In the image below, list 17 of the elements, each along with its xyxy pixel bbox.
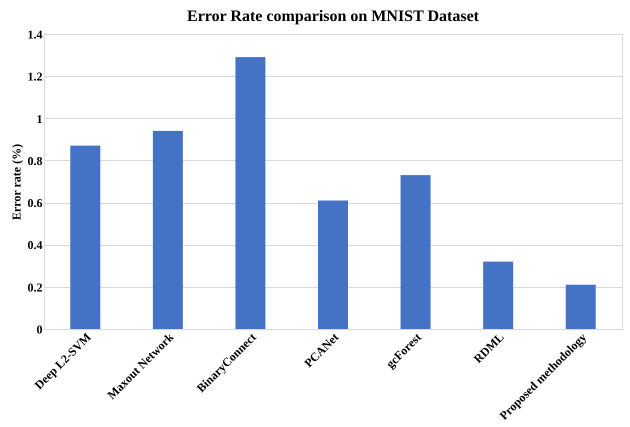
y-tick-label: 1.2 (28, 70, 42, 84)
chart-title: Error Rate comparison on MNIST Dataset (187, 8, 480, 25)
y-axis-title: Error rate (%) (10, 144, 24, 220)
bar (152, 130, 183, 329)
bar (70, 146, 100, 329)
bar (566, 284, 596, 329)
y-tick-label: 0.4 (28, 238, 42, 252)
bar (318, 200, 348, 329)
y-tick-label: 1.4 (28, 28, 42, 42)
y-tick-label: 0 (36, 322, 42, 336)
bar (400, 175, 431, 329)
y-tick-label: 0.2 (28, 280, 42, 294)
y-tick-label: 0.6 (28, 196, 42, 210)
bar (235, 57, 266, 329)
bar (483, 262, 514, 329)
y-tick-label: 0.8 (28, 154, 42, 168)
y-tick-label: 1 (36, 112, 42, 126)
